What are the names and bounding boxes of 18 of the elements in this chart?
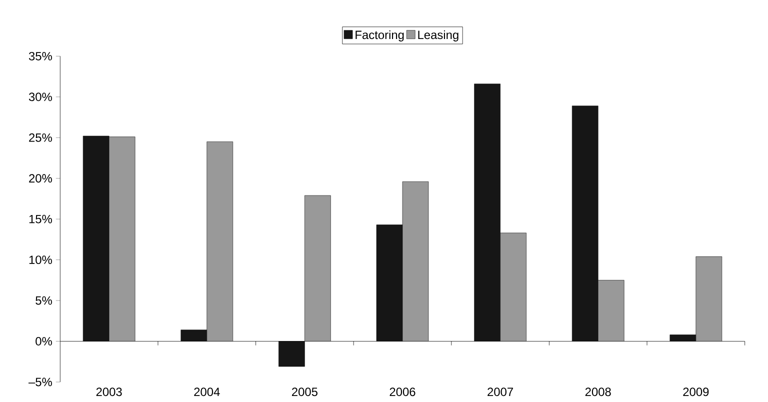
y-tick-label: 30% — [28, 92, 52, 102]
y-tick-label: –5% — [28, 378, 52, 386]
y-tick-label: 10% — [29, 255, 52, 264]
x-tick-label: 2009 — [683, 388, 709, 396]
y-tick-label: 20% — [29, 174, 52, 182]
x-tick-label: 2005 — [292, 388, 318, 396]
x-tick-label: 2004 — [194, 388, 220, 396]
legend-label: Leasing — [418, 30, 458, 42]
y-tick-label: 0% — [36, 336, 52, 346]
y-tick-label: 15% — [29, 214, 52, 224]
x-tick-label: 2006 — [390, 388, 416, 396]
x-tick-label: 2007 — [488, 388, 513, 396]
y-tick-label: 5% — [36, 296, 52, 305]
y-tick-label: 35% — [28, 52, 52, 60]
y-tick-label: 25% — [29, 133, 52, 142]
x-tick-label: 2003 — [96, 388, 122, 396]
legend-label: Factoring — [356, 30, 404, 42]
x-tick-label: 2008 — [585, 388, 611, 396]
